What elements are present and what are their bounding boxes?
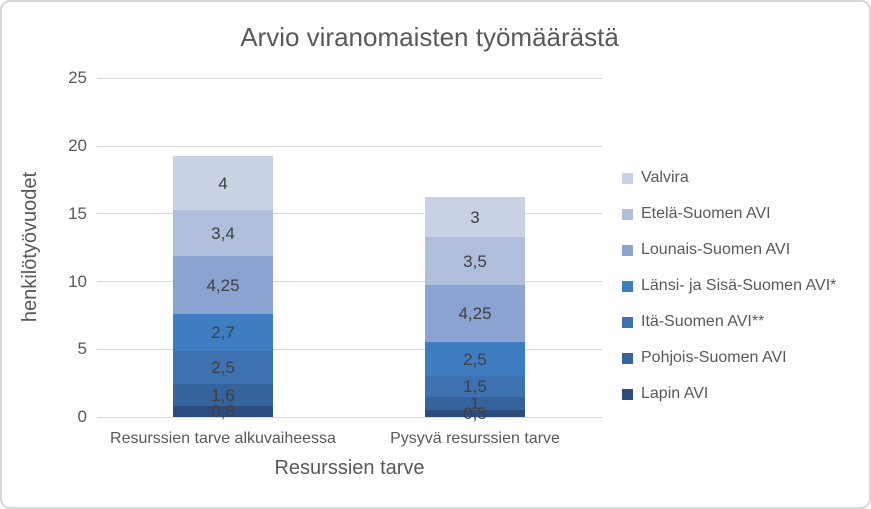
bar: 3 3,5 4,25 2,5 1,5 1 0,5: [425, 196, 525, 422]
legend-label: Länsi- ja Sisä-Suomen AVI*: [641, 277, 837, 294]
bar-segment: 3,4: [173, 210, 273, 257]
legend-swatch: [622, 316, 633, 328]
segment-label: 2,5: [211, 358, 235, 377]
bar-segment: 4,25: [425, 284, 525, 343]
y-tick-label: 20: [68, 136, 87, 155]
gridline: [97, 77, 602, 79]
segment-label: 0,8: [211, 402, 235, 422]
x-axis-title: Resurssien tarve: [274, 457, 425, 479]
legend-item: Valvira: [622, 160, 836, 196]
segment-label: 0,5: [463, 404, 487, 424]
segment-label: 1: [470, 393, 480, 413]
legend-label: Valvira: [641, 169, 689, 186]
y-axis-title: henkilötyövuodet: [19, 171, 41, 323]
legend-item: Itä-Suomen AVI**: [622, 304, 836, 340]
legend-swatch: [622, 352, 633, 364]
y-tick-label: 0: [77, 407, 87, 426]
bar-segment: 0,8: [173, 402, 273, 422]
segment-label: 3,5: [463, 251, 487, 271]
bar-segment: 2,7: [173, 313, 273, 351]
legend-label: Itä-Suomen AVI**: [641, 313, 765, 330]
y-tick-label: 5: [77, 339, 87, 359]
y-tick-label: 25: [68, 68, 87, 88]
legend-label: Pohjois-Suomen AVI: [641, 349, 787, 366]
legend-swatch: [622, 280, 633, 292]
legend-swatch: [622, 388, 633, 400]
segment-label: 1,6: [211, 385, 235, 405]
legend-label: Lapin AVI: [641, 385, 709, 402]
segment-label: 4,25: [458, 304, 492, 324]
category-label: Resurssien tarve alkuvaiheessa: [110, 430, 336, 447]
gridline: [97, 281, 602, 282]
segment-label: 3,4: [211, 223, 235, 243]
bar-segment: 4,25: [173, 256, 273, 314]
segment-label: 2,5: [463, 349, 487, 369]
segment-label: 1,5: [463, 376, 487, 396]
bar-segment: 2,5: [173, 350, 273, 385]
chart-title: Arvio viranomaisten työmäärästä: [240, 22, 619, 52]
gridline: [97, 348, 602, 350]
gridline: [97, 416, 602, 418]
legend-label: Lounais-Suomen AVI: [641, 241, 791, 258]
bar-segment: 0,5: [425, 405, 525, 422]
bar-segment: 4: [173, 156, 273, 211]
bar-segment: 1,5: [425, 376, 525, 397]
bar-segment: 1,6: [173, 384, 273, 407]
segment-label: 4,25: [206, 275, 240, 295]
bar-segment: 3: [425, 196, 525, 238]
legend: Valvira Etelä-Suomen AVI Lounais-Suomen AV…: [622, 160, 836, 412]
category-label: Pysyvä resurssien tarve: [390, 430, 560, 447]
segment-label: 2,7: [211, 322, 235, 342]
legend-item: Länsi- ja Sisä-Suomen AVI*: [622, 268, 836, 304]
bar-segment: 2,5: [425, 342, 525, 377]
segment-label: 3: [470, 207, 480, 227]
gridline: [97, 145, 602, 147]
segment-label: 4: [218, 173, 228, 193]
bar-segment: 1: [425, 393, 525, 413]
legend-label: Etelä-Suomen AVI: [641, 205, 771, 222]
legend-swatch: [622, 244, 633, 256]
gridline: [97, 213, 602, 215]
bar-segment: 3,5: [425, 237, 525, 285]
bar: 4 3,4 4,25 2,7 2,5 1,6 0,8: [173, 156, 273, 422]
legend-swatch: [622, 172, 633, 184]
legend-item: Pohjois-Suomen AVI: [622, 340, 836, 376]
legend-swatch: [622, 208, 633, 220]
y-tick-label: 15: [68, 203, 87, 223]
legend-item: Lapin AVI: [622, 376, 836, 412]
legend-item: Lounais-Suomen AVI: [622, 232, 836, 268]
y-tick-label: 10: [68, 271, 87, 291]
legend-item: Etelä-Suomen AVI: [622, 196, 836, 232]
